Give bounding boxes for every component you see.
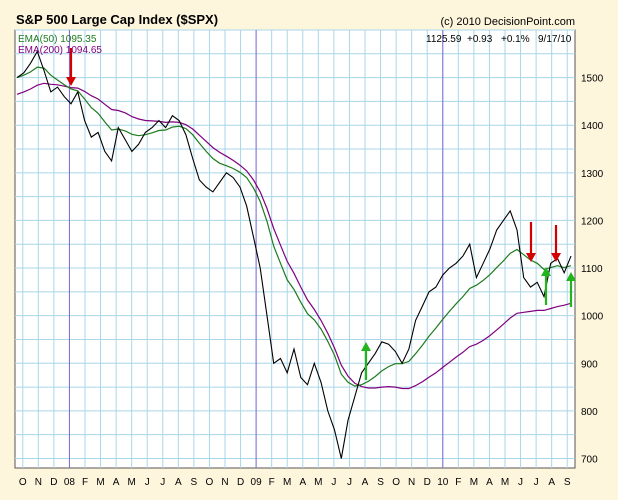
plot-area <box>14 29 576 469</box>
x-tick-label: M <box>314 477 322 488</box>
x-tick-label: O <box>392 477 400 488</box>
x-tick-label: M <box>127 477 135 488</box>
y-tick-label: 700 <box>581 454 598 465</box>
sell-arrow <box>66 48 76 86</box>
readout-change: +0.93 <box>467 34 493 45</box>
x-tick-label: M <box>283 477 291 488</box>
legend-ema200: EMA(200) 1094.65 <box>18 45 102 56</box>
x-tick-label: M <box>96 477 104 488</box>
x-tick-label: A <box>113 477 120 488</box>
buy-arrow <box>361 342 371 380</box>
x-tick-label: A <box>175 477 182 488</box>
x-tick-label: J <box>331 477 336 488</box>
x-tick-label: A <box>362 477 369 488</box>
y-tick-label: 1500 <box>581 74 604 85</box>
x-tick-label: 10 <box>437 477 449 488</box>
sell-arrow-head <box>66 77 76 86</box>
legend: EMA(50) 1095.35 EMA(200) 1094.65 <box>18 34 102 56</box>
sell-arrow <box>551 225 561 262</box>
series-line-0 <box>16 50 572 459</box>
x-tick-label: M <box>470 477 478 488</box>
sell-arrow-head <box>551 253 561 262</box>
x-tick-label: O <box>19 477 27 488</box>
y-tick-label: 900 <box>581 359 598 370</box>
y-tick-label: 1000 <box>581 312 604 323</box>
y-tick-label: 1200 <box>581 216 604 227</box>
buy-arrow-head <box>541 267 551 276</box>
x-tick-label: J <box>534 477 539 488</box>
y-axis-labels: 700 800 900 1000 1100 1200 1300 1400 1500 <box>581 74 604 466</box>
buy-arrow-head <box>566 272 576 281</box>
readout-price: 1125.59 <box>426 34 462 45</box>
series-layer <box>16 50 572 459</box>
sell-arrow-head <box>526 253 536 262</box>
x-tick-label: N <box>408 477 415 488</box>
copyright-text: (c) 2010 DecisionPoint.com <box>440 16 575 28</box>
signal-arrows <box>66 48 576 380</box>
y-tick-label: 1100 <box>581 264 603 275</box>
x-tick-label: N <box>35 477 42 488</box>
series-line-1 <box>16 66 572 387</box>
x-tick-label: J <box>145 477 150 488</box>
readout-date: 9/17/10 <box>538 34 572 45</box>
price-readout: 1125.59 +0.93 +0.1% 9/17/10 <box>426 34 572 45</box>
chart-title: S&P 500 Large Cap Index ($SPX) <box>16 12 219 27</box>
x-tick-label: M <box>501 477 509 488</box>
x-tick-label: F <box>455 477 461 488</box>
sell-arrow <box>526 222 536 262</box>
x-tick-label: A <box>486 477 493 488</box>
x-tick-label: J <box>518 477 523 488</box>
x-tick-label: D <box>50 477 57 488</box>
x-tick-label: D <box>424 477 431 488</box>
readout-pct: +0.1% <box>501 34 530 45</box>
x-tick-label: 08 <box>64 477 76 488</box>
x-tick-label: J <box>160 477 165 488</box>
x-tick-label: J <box>347 477 352 488</box>
x-tick-label: A <box>299 477 306 488</box>
x-axis-labels: O N D 08 F M A M J J A S O N D 09 F M A M J J A S O N D 10 F M A M J J A S <box>19 477 571 488</box>
x-tick-label: F <box>269 477 275 488</box>
x-tick-label: A <box>548 477 555 488</box>
x-tick-label: D <box>237 477 244 488</box>
x-tick-label: S <box>564 477 571 488</box>
x-tick-label: N <box>221 477 228 488</box>
x-tick-label: S <box>191 477 198 488</box>
series-line-2 <box>16 82 572 390</box>
buy-arrow-head <box>361 342 371 351</box>
y-tick-label: 800 <box>581 407 598 418</box>
buy-arrow <box>566 272 576 307</box>
x-tick-label: F <box>82 477 88 488</box>
x-tick-label: 09 <box>251 477 263 488</box>
x-tick-label: S <box>377 477 384 488</box>
y-tick-label: 1300 <box>581 169 604 180</box>
y-tick-label: 1400 <box>581 121 604 132</box>
legend-ema50: EMA(50) 1095.35 <box>18 34 97 45</box>
x-tick-label: O <box>206 477 214 488</box>
buy-arrow <box>541 267 551 305</box>
